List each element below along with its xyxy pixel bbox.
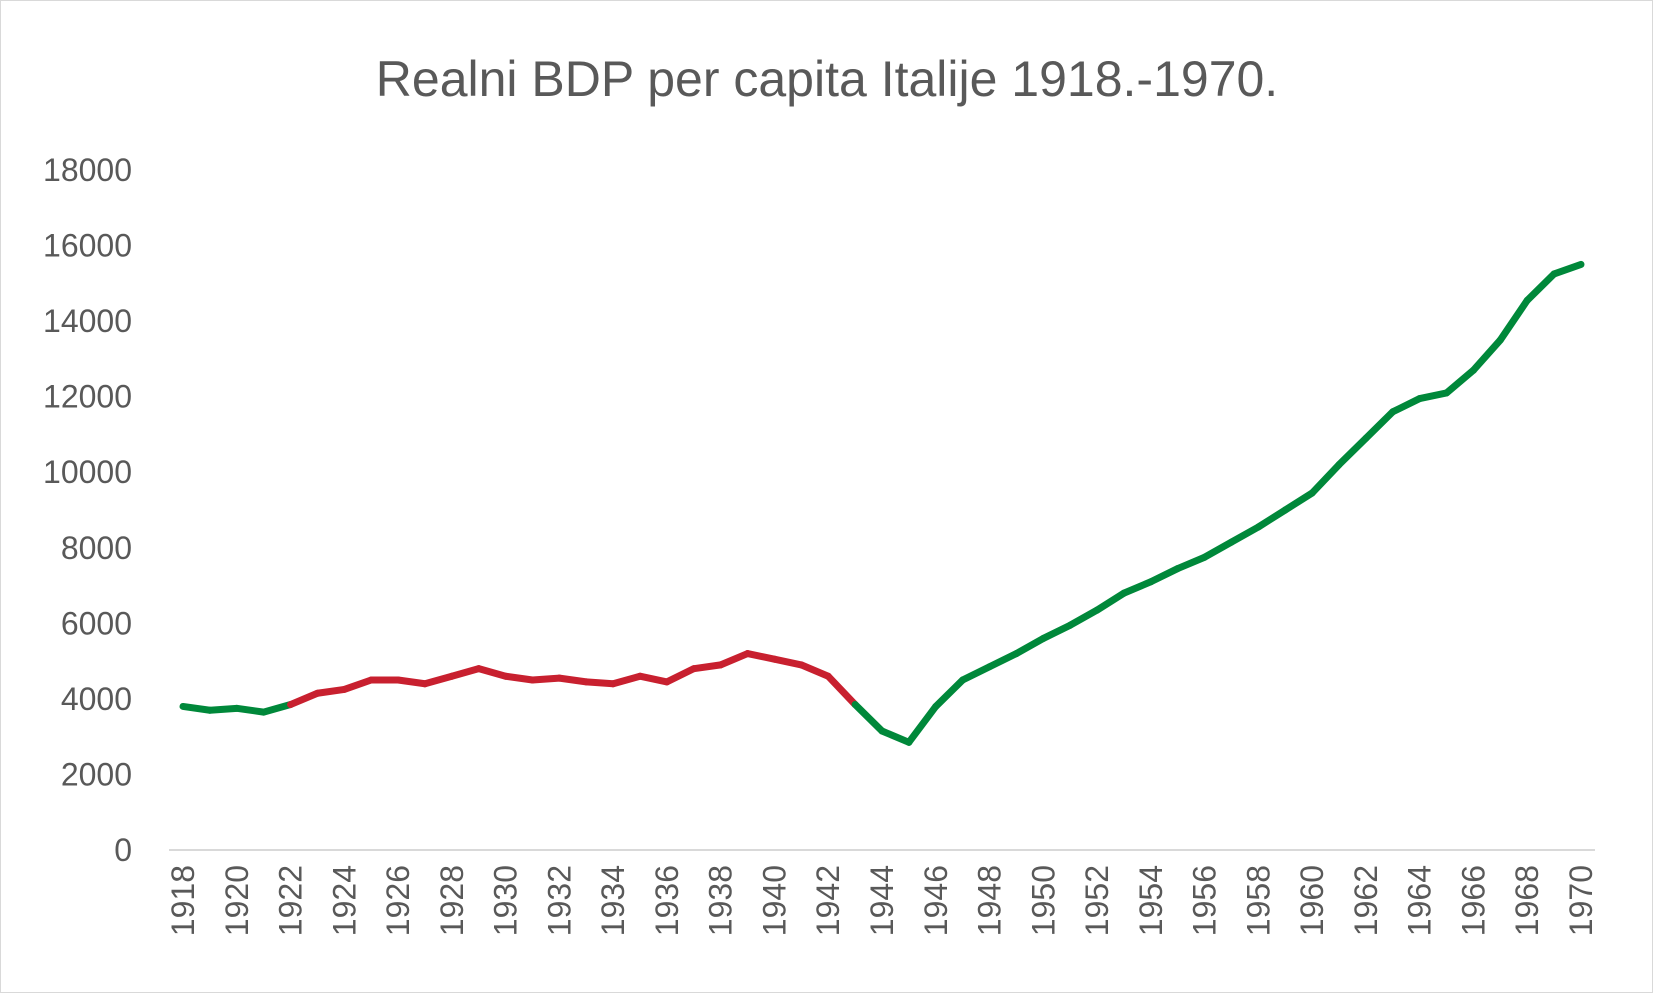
series-segment	[287, 689, 321, 709]
series-segment	[448, 665, 483, 680]
series-segment	[1039, 621, 1074, 642]
x-tick-label: 1944	[864, 865, 900, 936]
x-tick-label: 1942	[810, 865, 846, 936]
series-segment	[1550, 260, 1585, 278]
series-segment	[1416, 389, 1451, 403]
series-segment	[475, 665, 510, 680]
x-tick-label: 1936	[649, 865, 685, 936]
series-segment	[905, 702, 940, 746]
y-tick-label: 18000	[43, 152, 132, 188]
series-segment	[986, 650, 1020, 671]
series-segment	[502, 672, 536, 684]
series-segment	[529, 674, 563, 684]
series-segment	[1012, 634, 1047, 658]
x-axis: 1918 1920 1922 1924 1926 1928 1930 1932 1934 1936…	[165, 865, 1599, 936]
series-segment	[1147, 565, 1182, 586]
series-segment	[179, 702, 214, 714]
series-segment	[1335, 434, 1370, 469]
x-tick-label: 1928	[434, 865, 470, 936]
x-tick-label: 1966	[1455, 865, 1491, 936]
series-segment	[421, 672, 456, 688]
x-tick-label: 1946	[918, 865, 954, 936]
series-segment	[1174, 553, 1209, 573]
series-segment	[609, 672, 644, 688]
series-segment	[690, 661, 725, 673]
series-segment	[851, 701, 886, 735]
x-tick-label: 1924	[326, 865, 362, 936]
x-tick-label: 1930	[488, 865, 524, 936]
x-tick-label: 1940	[756, 865, 792, 936]
x-tick-label: 1948	[972, 865, 1008, 936]
series-segment	[555, 674, 590, 686]
series-segment	[1523, 270, 1558, 304]
y-tick-label: 10000	[43, 454, 132, 490]
series-segment	[313, 685, 348, 697]
series-segment	[663, 665, 698, 686]
chart-title: Realni BDP per capita Italije 1918.-1970…	[376, 51, 1278, 107]
x-tick-label: 1934	[595, 865, 631, 936]
series-segment	[878, 727, 913, 746]
y-tick-label: 14000	[43, 303, 132, 339]
series-segment	[1496, 296, 1531, 344]
x-tick-label: 1952	[1079, 865, 1115, 936]
x-tick-label: 1968	[1509, 865, 1545, 936]
series-segment	[1066, 606, 1101, 629]
series-segment	[1093, 589, 1128, 614]
series-segment	[394, 676, 429, 688]
x-tick-label: 1970	[1563, 865, 1599, 936]
series-segment	[770, 655, 805, 669]
series-segment	[340, 676, 375, 693]
y-axis: 0 2000 4000 6000 8000 10000 12000 14000 16000 180…	[43, 152, 132, 868]
series-segment	[1228, 523, 1262, 546]
series-segment	[744, 650, 778, 663]
series-segment	[1120, 578, 1155, 597]
series-segment	[1201, 538, 1235, 561]
x-tick-label: 1964	[1402, 865, 1438, 936]
series-segment	[932, 676, 967, 710]
series-segment	[260, 701, 295, 716]
y-tick-label: 16000	[43, 228, 132, 264]
x-tick-label: 1932	[541, 865, 577, 936]
series-segment	[1443, 366, 1477, 397]
x-tick-label: 1922	[273, 865, 309, 936]
y-tick-label: 0	[114, 832, 132, 868]
x-tick-label: 1918	[165, 865, 201, 936]
x-tick-label: 1956	[1187, 865, 1223, 936]
y-tick-label: 2000	[61, 756, 132, 792]
x-tick-label: 1920	[219, 865, 255, 936]
series-segment	[636, 672, 671, 686]
series-segment	[1254, 506, 1289, 531]
x-tick-label: 1926	[380, 865, 416, 936]
x-tick-label: 1954	[1133, 865, 1169, 936]
series-segment	[1362, 408, 1397, 442]
series-segment	[1308, 461, 1343, 497]
series-segment	[797, 661, 832, 680]
x-tick-label: 1962	[1348, 865, 1384, 936]
series-segment	[717, 650, 752, 669]
y-tick-label: 8000	[61, 530, 132, 566]
y-tick-label: 6000	[61, 605, 132, 641]
y-tick-label: 4000	[61, 681, 132, 717]
series-segment	[233, 704, 268, 716]
series-segment	[206, 704, 241, 714]
x-tick-label: 1960	[1294, 865, 1330, 936]
series-segment	[1281, 489, 1316, 514]
series-line	[179, 260, 1585, 746]
y-tick-label: 12000	[43, 379, 132, 415]
series-segment	[582, 678, 617, 688]
x-tick-label: 1938	[703, 865, 739, 936]
series-segment	[1469, 336, 1504, 374]
x-tick-label: 1950	[1025, 865, 1061, 936]
x-tick-label: 1958	[1240, 865, 1276, 936]
series-segment	[1389, 395, 1424, 416]
series-segment	[824, 672, 859, 709]
series-segment	[959, 663, 994, 684]
